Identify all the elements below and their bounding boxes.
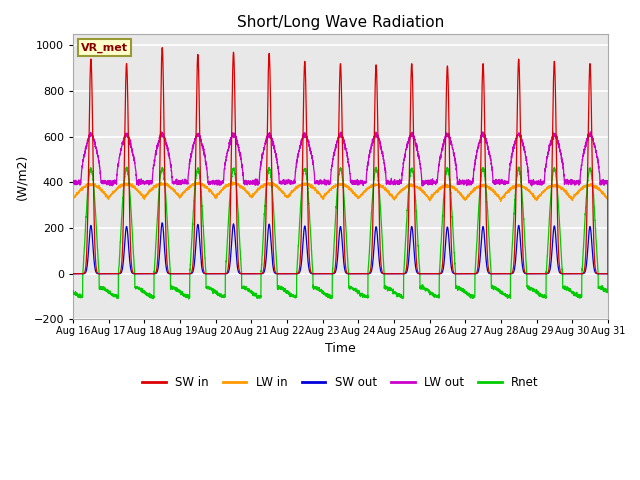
Y-axis label: (W/m2): (W/m2) bbox=[15, 154, 28, 200]
Legend: SW in, LW in, SW out, LW out, Rnet: SW in, LW in, SW out, LW out, Rnet bbox=[137, 371, 544, 394]
Text: VR_met: VR_met bbox=[81, 43, 128, 53]
X-axis label: Time: Time bbox=[325, 342, 356, 355]
Title: Short/Long Wave Radiation: Short/Long Wave Radiation bbox=[237, 15, 444, 30]
